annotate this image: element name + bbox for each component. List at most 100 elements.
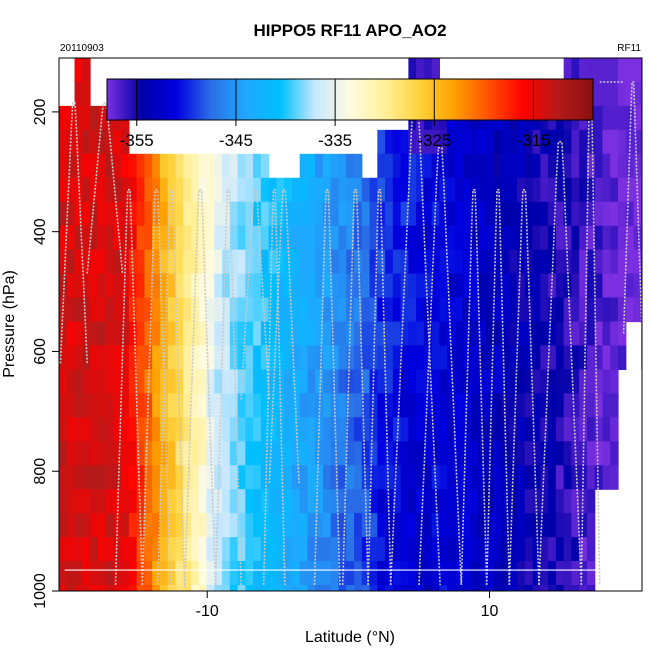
heatmap-cell	[260, 393, 270, 418]
heatmap-cell	[59, 105, 68, 131]
heatmap-cell	[144, 441, 153, 466]
heatmap-cell	[260, 225, 270, 251]
heatmap-cell	[470, 441, 479, 466]
heatmap-cell	[322, 369, 332, 394]
heatmap-cell	[307, 201, 316, 227]
heatmap-cell	[361, 417, 371, 442]
heatmap-cell	[416, 369, 425, 394]
heatmap-cell	[579, 345, 588, 371]
heatmap-cell	[291, 297, 301, 323]
heatmap-cell	[253, 513, 262, 538]
heatmap-cell	[346, 537, 355, 562]
heatmap-cell	[284, 561, 293, 586]
heatmap-cell	[121, 465, 130, 490]
heatmap-cell	[579, 297, 588, 323]
heatmap-cell	[90, 225, 99, 251]
heatmap-cell	[198, 417, 208, 442]
heatmap-cell	[276, 585, 285, 591]
heatmap-cell	[260, 345, 270, 371]
heatmap-cell	[431, 249, 441, 275]
heatmap-cell	[206, 297, 215, 323]
heatmap-cell	[377, 129, 386, 155]
heatmap-cell	[524, 345, 534, 371]
heatmap-cell	[198, 537, 208, 562]
heatmap-cell	[509, 585, 518, 591]
heatmap-cell	[245, 201, 254, 227]
heatmap-cell	[563, 585, 573, 591]
heatmap-cell	[330, 249, 340, 275]
heatmap-cell	[454, 417, 464, 442]
heatmap-cell	[478, 273, 487, 299]
heatmap-cell	[423, 561, 433, 586]
heatmap-cell	[493, 249, 503, 275]
heatmap-cell	[97, 273, 107, 299]
heatmap-cell	[291, 249, 301, 275]
heatmap-cell	[571, 345, 580, 371]
heatmap-cell	[486, 249, 495, 275]
heatmap-cell	[229, 465, 239, 490]
heatmap-cell	[167, 417, 177, 442]
heatmap-cell	[385, 249, 394, 275]
heatmap-cell	[493, 321, 503, 347]
heatmap-cell	[361, 345, 371, 371]
heatmap-cell	[346, 201, 355, 227]
heatmap-cell	[97, 369, 107, 394]
heatmap-cell	[540, 273, 549, 299]
heatmap-cell	[128, 153, 138, 179]
heatmap-cell	[253, 537, 262, 562]
heatmap-cell	[548, 417, 557, 442]
heatmap-cell	[416, 225, 425, 251]
heatmap-cell	[377, 465, 386, 490]
heatmap-cell	[105, 369, 114, 394]
heatmap-cell	[322, 297, 332, 323]
heatmap-cell	[128, 489, 138, 514]
heatmap-cell	[625, 249, 635, 275]
heatmap-cell	[229, 201, 239, 227]
heatmap-cell	[594, 177, 604, 203]
heatmap-cell	[524, 201, 534, 227]
x-axis: -10 10	[196, 591, 499, 620]
heatmap-cell	[431, 321, 441, 347]
heatmap-cell	[423, 345, 433, 371]
heatmap-cell	[540, 513, 549, 538]
heatmap-cell	[493, 225, 503, 251]
heatmap-cell	[121, 345, 130, 371]
heatmap-cell	[354, 489, 363, 514]
heatmap-cell	[338, 249, 347, 275]
heatmap-cell	[346, 585, 355, 591]
y-axis: 200 400 600 800 1000	[32, 98, 59, 609]
heatmap-cell	[222, 585, 231, 591]
heatmap-cell	[136, 273, 146, 299]
x-tick-label: 10	[481, 603, 499, 620]
heatmap-cell	[183, 177, 192, 203]
heatmap-cell	[175, 249, 184, 275]
heatmap-cell	[602, 345, 611, 371]
heatmap-cell	[517, 417, 526, 442]
heatmap-cell	[478, 153, 487, 179]
heatmap-cell	[284, 585, 293, 591]
heatmap-cell	[245, 561, 254, 586]
heatmap-cell	[183, 153, 192, 179]
heatmap-cell	[229, 513, 239, 538]
heatmap-cell	[315, 465, 324, 490]
heatmap-cell	[59, 441, 68, 466]
heatmap-cell	[338, 441, 347, 466]
heatmap-cell	[121, 489, 130, 514]
heatmap-cell	[470, 345, 479, 371]
heatmap-cell	[579, 513, 588, 538]
heatmap-cell	[315, 561, 324, 586]
heatmap-cell	[90, 273, 99, 299]
heatmap-cell	[229, 177, 239, 203]
heatmap-cell	[159, 153, 169, 179]
heatmap-cell	[548, 441, 557, 466]
heatmap-cell	[330, 201, 340, 227]
heatmap-cell	[602, 273, 611, 299]
heatmap-cell	[517, 273, 526, 299]
heatmap-cell	[400, 489, 409, 514]
heatmap-cell	[540, 537, 549, 562]
heatmap-cell	[97, 537, 107, 562]
heatmap-cell	[555, 249, 565, 275]
heatmap-cell	[175, 273, 184, 299]
heatmap-cell	[222, 249, 231, 275]
heatmap-cell	[291, 321, 301, 347]
